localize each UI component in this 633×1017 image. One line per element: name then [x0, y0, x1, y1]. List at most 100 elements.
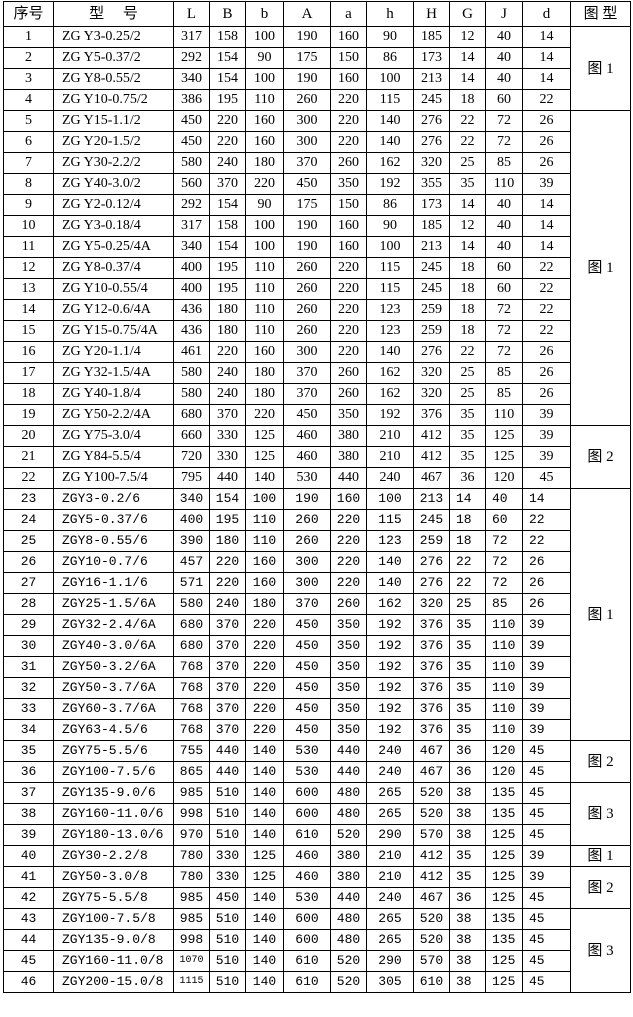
- cell-figure-type: 图 2: [570, 425, 631, 489]
- cell-L: 292: [173, 194, 210, 216]
- cell-L: 571: [173, 572, 210, 594]
- cell-L: 660: [173, 425, 210, 447]
- cell-H: 376: [413, 656, 450, 678]
- cell-model: ZG Y15-0.75/4A: [53, 320, 174, 342]
- cell-a-lower: 440: [330, 467, 367, 489]
- cell-d: 26: [522, 551, 571, 573]
- cell-h-lower: 100: [366, 236, 414, 258]
- cell-J: 72: [485, 110, 523, 132]
- cell-J: 60: [485, 509, 523, 531]
- cell-model: ZGY100-7.5/8: [53, 908, 174, 930]
- cell-b-lower: 160: [245, 341, 284, 363]
- cell-a-lower: 220: [330, 530, 367, 552]
- cell-b-lower: 160: [245, 110, 284, 132]
- cell-L: 768: [173, 656, 210, 678]
- cell-A: 460: [283, 446, 331, 468]
- cell-G: 38: [449, 908, 486, 930]
- cell-b-lower: 100: [245, 236, 284, 258]
- cell-H: 467: [413, 887, 450, 909]
- cell-A: 300: [283, 110, 331, 132]
- cell-a-lower: 260: [330, 152, 367, 174]
- cell-G: 36: [449, 740, 486, 762]
- cell-J: 125: [485, 887, 523, 909]
- table-row: 46 ZGY200-15.0/8 1115 510 140 610 520 305 610 38 1…: [3, 971, 631, 993]
- cell-H: 376: [413, 614, 450, 636]
- cell-b-lower: 140: [245, 803, 284, 825]
- table-row: 44 ZGY135-9.0/8 998 510 140 600 480 265 520 38 135…: [3, 929, 631, 951]
- cell-G: 35: [449, 614, 486, 636]
- cell-L: 436: [173, 299, 210, 321]
- cell-a-lower: 220: [330, 278, 367, 300]
- cell-A: 260: [283, 278, 331, 300]
- cell-G: 35: [449, 173, 486, 195]
- cell-index: 28: [3, 593, 54, 615]
- cell-h-lower: 192: [366, 614, 414, 636]
- cell-H: 520: [413, 929, 450, 951]
- cell-H: 245: [413, 257, 450, 279]
- cell-L: 755: [173, 740, 210, 762]
- cell-index: 40: [3, 845, 54, 867]
- cell-d: 22: [522, 257, 571, 279]
- cell-a-lower: 150: [330, 194, 367, 216]
- cell-A: 370: [283, 152, 331, 174]
- cell-J: 110: [485, 635, 523, 657]
- cell-b-lower: 140: [245, 467, 284, 489]
- cell-A: 530: [283, 740, 331, 762]
- cell-h-lower: 192: [366, 719, 414, 741]
- cell-B: 370: [209, 173, 246, 195]
- cell-H: 467: [413, 467, 450, 489]
- cell-h-lower: 123: [366, 530, 414, 552]
- cell-H: 276: [413, 110, 450, 132]
- cell-J: 40: [485, 488, 523, 510]
- cell-J: 120: [485, 761, 523, 783]
- header-index: 序号: [3, 1, 54, 27]
- cell-A: 175: [283, 194, 331, 216]
- cell-b-lower: 140: [245, 971, 284, 993]
- cell-b-lower: 220: [245, 677, 284, 699]
- cell-L: 998: [173, 929, 210, 951]
- cell-index: 30: [3, 635, 54, 657]
- cell-H: 412: [413, 845, 450, 867]
- cell-a-lower: 160: [330, 215, 367, 237]
- cell-L: 340: [173, 488, 210, 510]
- cell-H: 185: [413, 215, 450, 237]
- cell-index: 2: [3, 47, 54, 69]
- cell-b-lower: 110: [245, 278, 284, 300]
- cell-B: 240: [209, 383, 246, 405]
- header-G: G: [449, 1, 486, 27]
- cell-B: 510: [209, 803, 246, 825]
- table-row: 30 ZGY40-3.0/6A 680 370 220 450 350 192 376 35 110…: [3, 635, 631, 657]
- cell-H: 520: [413, 908, 450, 930]
- cell-h-lower: 192: [366, 698, 414, 720]
- cell-a-lower: 350: [330, 698, 367, 720]
- cell-d: 45: [522, 971, 571, 993]
- cell-b-lower: 220: [245, 173, 284, 195]
- cell-A: 530: [283, 887, 331, 909]
- cell-J: 40: [485, 26, 523, 48]
- cell-L: 998: [173, 803, 210, 825]
- cell-a-lower: 480: [330, 929, 367, 951]
- cell-J: 85: [485, 383, 523, 405]
- cell-B: 220: [209, 131, 246, 153]
- cell-d: 39: [522, 635, 571, 657]
- cell-L: 768: [173, 698, 210, 720]
- cell-a-lower: 380: [330, 446, 367, 468]
- cell-H: 320: [413, 383, 450, 405]
- cell-J: 40: [485, 215, 523, 237]
- cell-A: 370: [283, 362, 331, 384]
- header-figure-type: 图 型: [570, 1, 631, 27]
- cell-h-lower: 192: [366, 635, 414, 657]
- cell-B: 154: [209, 47, 246, 69]
- cell-model: ZGY25-1.5/6A: [53, 593, 174, 615]
- cell-a-lower: 160: [330, 26, 367, 48]
- cell-model: ZGY160-11.0/8: [53, 950, 174, 972]
- cell-L: 680: [173, 404, 210, 426]
- cell-B: 240: [209, 362, 246, 384]
- cell-G: 12: [449, 26, 486, 48]
- cell-a-lower: 160: [330, 488, 367, 510]
- cell-H: 213: [413, 236, 450, 258]
- cell-a-lower: 350: [330, 719, 367, 741]
- cell-b-lower: 180: [245, 152, 284, 174]
- table-row: 23 ZGY3-0.2/6 340 154 100 190 160 100 213 14 40 14 图…: [3, 488, 631, 741]
